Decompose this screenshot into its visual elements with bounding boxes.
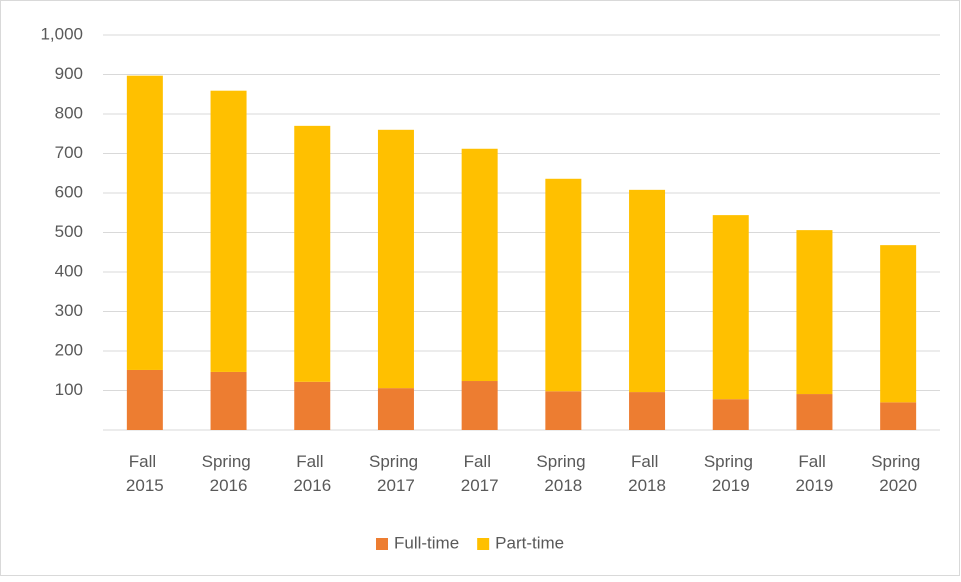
bar-segment: [377, 129, 414, 389]
x-tick-label: Fall 2016: [293, 452, 331, 495]
bar-segment: [461, 148, 498, 382]
bar-segment: [210, 371, 247, 430]
y-tick-label: 700: [55, 143, 83, 162]
bar-segment: [377, 388, 414, 430]
x-tick-label: Fall 2017: [461, 452, 499, 495]
x-tick-label: Fall 2018: [628, 452, 666, 495]
x-tick-label: Spring 2018: [536, 452, 590, 495]
bar-segment: [712, 215, 749, 400]
bar-segment: [461, 381, 498, 430]
bar-segment: [294, 125, 331, 382]
bar-segment: [210, 90, 247, 372]
bar-segment: [796, 394, 833, 430]
y-tick-label: 800: [55, 103, 83, 122]
legend-label: Part-time: [495, 533, 564, 552]
legend-swatch: [376, 538, 388, 550]
x-tick-label: Spring 2020: [871, 452, 925, 495]
y-tick-label: 900: [55, 64, 83, 83]
legend-label: Full-time: [394, 533, 459, 552]
y-tick-label: 200: [55, 340, 83, 359]
y-tick-label: 400: [55, 261, 83, 280]
bar-segment: [126, 369, 163, 430]
x-tick-label: Fall 2015: [126, 452, 164, 495]
legend-swatch: [477, 538, 490, 550]
bar-segment: [796, 230, 833, 395]
bar-segment: [880, 402, 917, 430]
bar-segment: [294, 381, 331, 430]
bar-segment: [629, 189, 666, 393]
bar-segment: [880, 245, 917, 403]
bar-segment: [545, 391, 582, 430]
y-tick-label: 100: [55, 380, 83, 399]
x-tick-label: Spring 2017: [369, 452, 423, 495]
y-tick-label: 600: [55, 182, 83, 201]
bar-segment: [712, 399, 749, 430]
bar-segment: [545, 178, 582, 392]
y-tick-label: 1,000: [40, 24, 83, 43]
x-tick-label: Fall 2019: [796, 452, 834, 495]
y-tick-label: 300: [55, 301, 83, 320]
bar-segment: [126, 75, 163, 370]
x-tick-label: Spring 2019: [704, 452, 758, 495]
y-tick-label: 500: [55, 222, 83, 241]
bar-segment: [629, 392, 666, 430]
x-tick-label: Spring 2016: [202, 452, 256, 495]
